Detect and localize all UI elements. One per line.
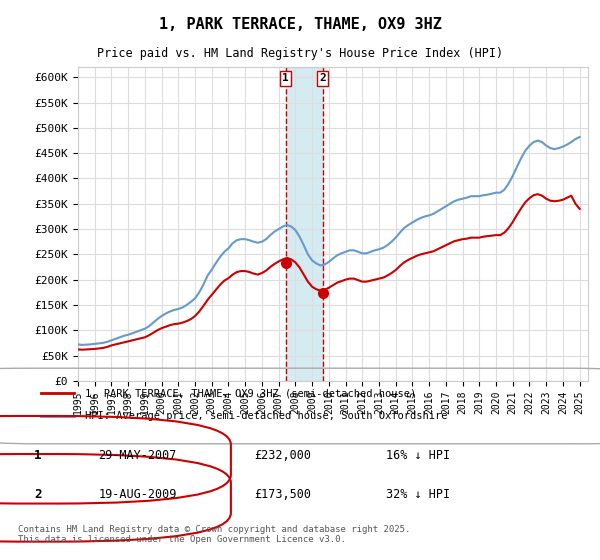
Text: 19-AUG-2009: 19-AUG-2009: [98, 488, 177, 501]
Text: Contains HM Land Registry data © Crown copyright and database right 2025.
This d: Contains HM Land Registry data © Crown c…: [18, 525, 410, 544]
Text: HPI: Average price, semi-detached house, South Oxfordshire: HPI: Average price, semi-detached house,…: [85, 411, 448, 421]
Text: 29-MAY-2007: 29-MAY-2007: [98, 450, 177, 463]
Text: 2: 2: [319, 73, 326, 83]
Text: 1, PARK TERRACE, THAME, OX9 3HZ: 1, PARK TERRACE, THAME, OX9 3HZ: [158, 17, 442, 32]
Text: £173,500: £173,500: [254, 488, 311, 501]
Text: 1: 1: [34, 450, 41, 463]
Text: Price paid vs. HM Land Registry's House Price Index (HPI): Price paid vs. HM Land Registry's House …: [97, 47, 503, 60]
Bar: [286, 67, 323, 381]
Text: 2: 2: [34, 488, 41, 501]
Text: 16% ↓ HPI: 16% ↓ HPI: [386, 450, 451, 463]
Text: 1, PARK TERRACE, THAME, OX9 3HZ (semi-detached house): 1, PARK TERRACE, THAME, OX9 3HZ (semi-de…: [85, 389, 416, 398]
Text: £232,000: £232,000: [254, 450, 311, 463]
Text: 32% ↓ HPI: 32% ↓ HPI: [386, 488, 451, 501]
Text: 1: 1: [282, 73, 289, 83]
